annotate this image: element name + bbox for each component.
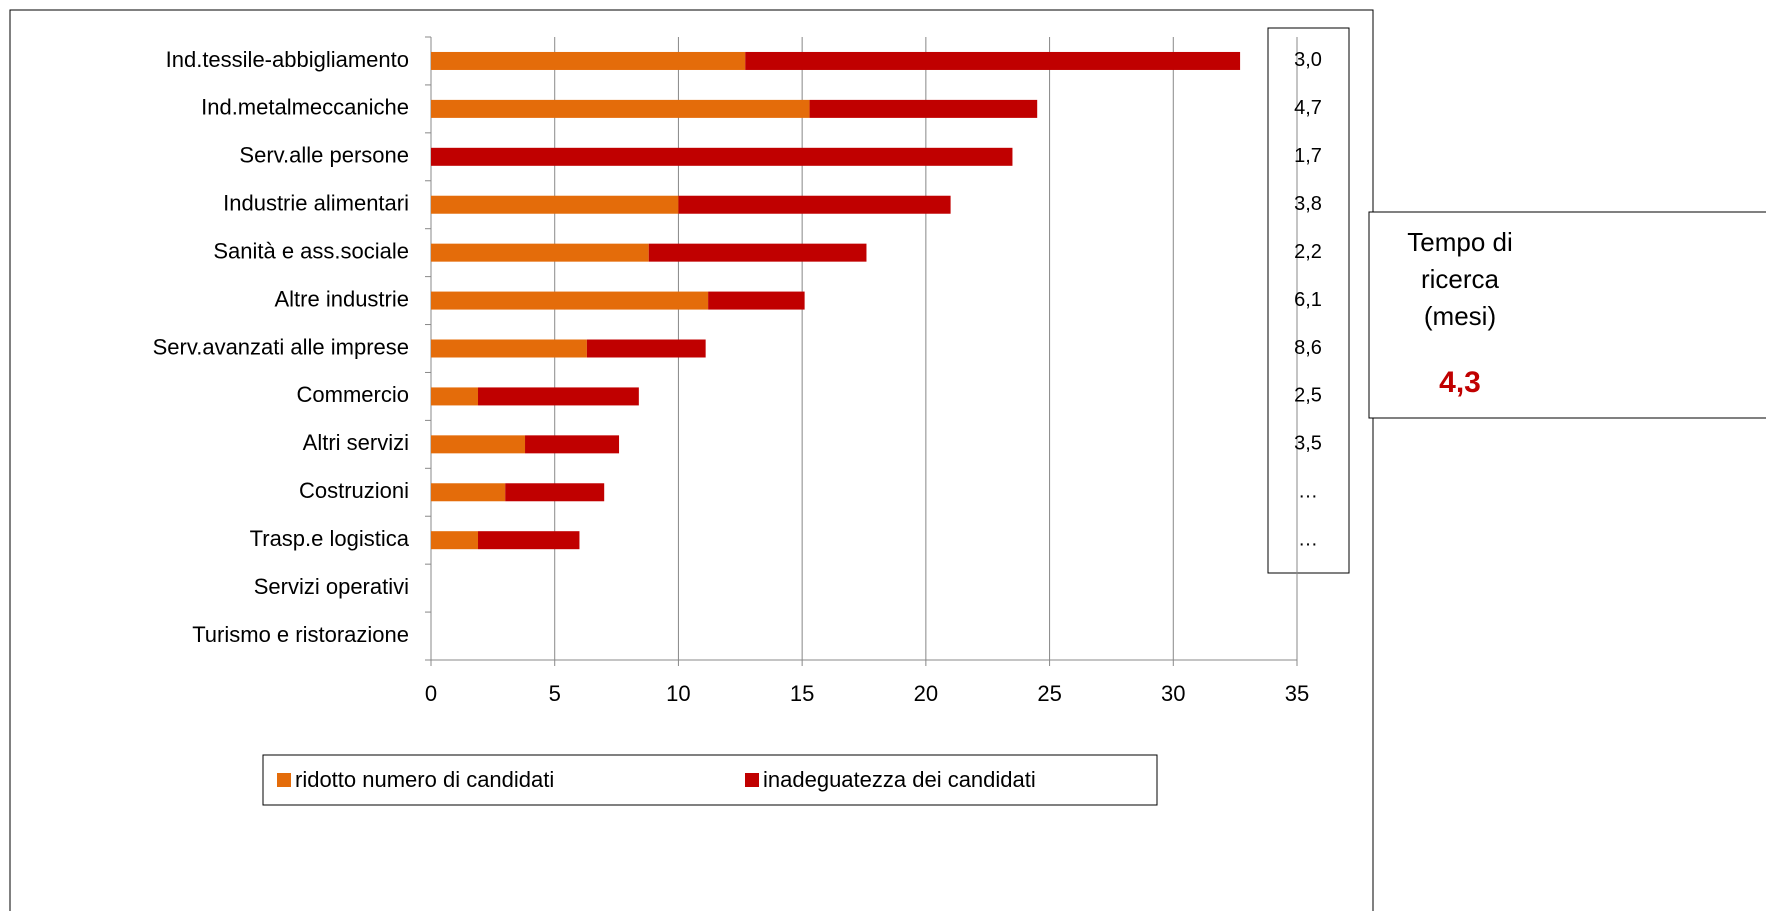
y-tick-label: Commercio (297, 382, 409, 407)
bar-segment (745, 51, 1241, 70)
bar-segment (678, 195, 951, 214)
bar-segment (708, 291, 805, 310)
side-title: Tempo di (1407, 227, 1513, 257)
bar-segment (478, 531, 580, 550)
legend-swatch (745, 773, 759, 787)
side-label: 2,5 (1294, 385, 1322, 407)
y-tick-label: Sanità e ass.sociale (213, 238, 409, 263)
legend-frame (262, 754, 1158, 806)
side-label: 6,1 (1294, 289, 1322, 311)
bar-segment (431, 291, 709, 310)
y-tick-label: Costruzioni (299, 478, 409, 503)
side-table-frame (1267, 27, 1350, 574)
y-tick-label: Serv.avanzati alle imprese (153, 334, 409, 359)
side-title: (mesi) (1424, 301, 1496, 331)
bar-segment (478, 387, 639, 406)
legend-swatch (277, 773, 291, 787)
y-tick-label: Serv.alle persone (239, 143, 409, 168)
bar-segment (431, 99, 810, 118)
x-tick-label: 5 (549, 681, 561, 706)
y-tick-label: Turismo e ristorazione (192, 622, 409, 647)
side-label: 3,8 (1294, 193, 1322, 215)
side-box-frame (1368, 211, 1766, 419)
bar-segment (586, 339, 706, 358)
bar-segment (431, 531, 479, 550)
bar-segment (431, 147, 1013, 166)
y-tick-label: Industrie alimentari (223, 191, 409, 216)
side-label: 4,7 (1294, 97, 1322, 119)
y-tick-label: Servizi operativi (254, 574, 409, 599)
bar-segment (431, 387, 479, 406)
side-label: 8,6 (1294, 337, 1322, 359)
y-tick-label: Altri servizi (303, 430, 409, 455)
bar-segment (809, 99, 1038, 118)
y-tick-label: Ind.metalmeccaniche (201, 95, 409, 120)
bar-segment (431, 51, 746, 70)
y-tick-label: Trasp.e logistica (250, 526, 410, 551)
bar-segment (431, 339, 587, 358)
x-tick-label: 30 (1161, 681, 1185, 706)
legend-label: ridotto numero di candidati (295, 767, 554, 792)
side-label: … (1298, 528, 1318, 550)
side-label: 3,5 (1294, 433, 1322, 455)
x-tick-label: 0 (425, 681, 437, 706)
side-label: 2,2 (1294, 241, 1322, 263)
bar-segment (431, 243, 649, 262)
y-tick-label: Ind.tessile-abbigliamento (166, 47, 409, 72)
y-tick-label: Altre industrie (274, 286, 409, 311)
bar-segment (648, 243, 867, 262)
bar-segment (431, 483, 506, 502)
x-tick-label: 35 (1285, 681, 1309, 706)
x-tick-label: 10 (666, 681, 690, 706)
x-tick-label: 25 (1037, 681, 1061, 706)
side-label: 1,7 (1294, 145, 1322, 167)
side-total: 4,3 (1439, 366, 1481, 399)
side-title: ricerca (1421, 264, 1500, 294)
side-label: 3,0 (1294, 49, 1322, 71)
legend-label: inadeguatezza dei candidati (763, 767, 1036, 792)
bar-segment (431, 435, 526, 454)
bar-segment (525, 435, 620, 454)
x-tick-label: 15 (790, 681, 814, 706)
bar-segment (431, 195, 679, 214)
x-tick-label: 20 (914, 681, 938, 706)
bar-segment (505, 483, 605, 502)
side-label: … (1298, 481, 1318, 503)
